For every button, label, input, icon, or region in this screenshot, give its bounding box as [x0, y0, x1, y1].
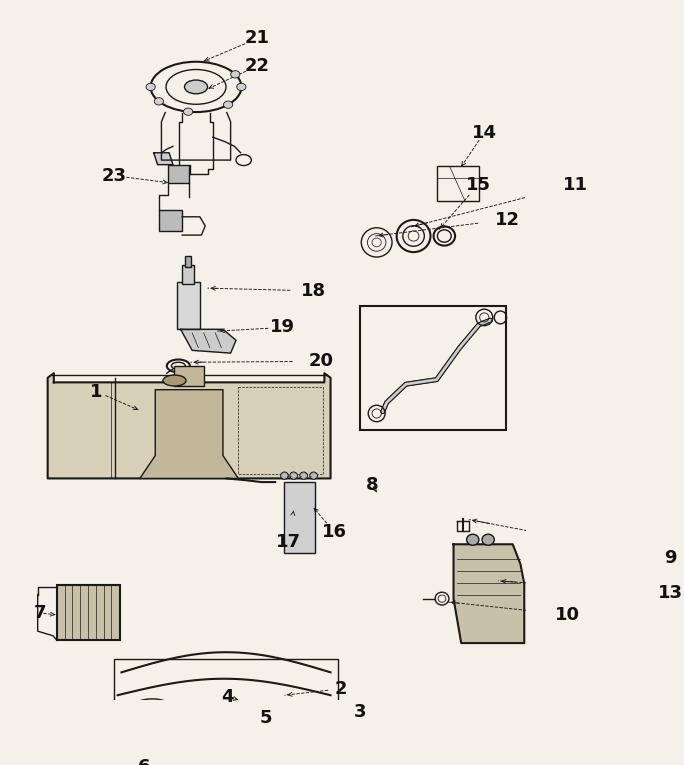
Text: 19: 19 [270, 318, 295, 337]
Bar [159, 210, 182, 230]
Text: 7: 7 [34, 604, 47, 622]
Text: 14: 14 [472, 124, 497, 142]
Text: 12: 12 [495, 210, 520, 229]
Text: 21: 21 [245, 29, 270, 47]
Text: 13: 13 [658, 584, 683, 602]
Text: 15: 15 [466, 176, 490, 194]
Ellipse shape [163, 375, 186, 386]
Bar [185, 256, 192, 267]
Text: 2: 2 [334, 680, 347, 698]
Polygon shape [453, 544, 524, 643]
Text: 9: 9 [664, 549, 676, 567]
Text: 8: 8 [366, 476, 378, 494]
Ellipse shape [155, 98, 163, 105]
Text: 23: 23 [101, 167, 127, 184]
Ellipse shape [183, 108, 193, 116]
Bar [168, 164, 189, 183]
Text: 11: 11 [562, 176, 588, 194]
Ellipse shape [300, 472, 308, 480]
Ellipse shape [290, 472, 298, 480]
Ellipse shape [231, 70, 240, 78]
Bar [114, 659, 338, 737]
Bar [124, 759, 135, 765]
Bar [174, 366, 204, 386]
Text: 18: 18 [301, 282, 326, 300]
Text: 4: 4 [222, 688, 234, 706]
Polygon shape [48, 373, 330, 478]
Text: 22: 22 [245, 57, 270, 75]
Text: 10: 10 [555, 606, 580, 623]
Ellipse shape [146, 83, 155, 90]
Polygon shape [140, 389, 238, 478]
Ellipse shape [482, 534, 495, 545]
Ellipse shape [466, 534, 479, 545]
Text: 17: 17 [276, 532, 301, 551]
Text: 20: 20 [308, 353, 334, 370]
Text: 3: 3 [354, 703, 366, 721]
Polygon shape [154, 153, 173, 164]
Bar [182, 265, 194, 284]
Text: 6: 6 [138, 757, 150, 765]
Bar [360, 307, 505, 430]
Polygon shape [181, 329, 236, 353]
Ellipse shape [237, 83, 246, 90]
Bar [176, 282, 200, 329]
Bar [285, 482, 315, 553]
Ellipse shape [224, 101, 233, 109]
Ellipse shape [310, 472, 317, 480]
Bar [57, 585, 120, 640]
Bar [436, 167, 479, 201]
Text: 5: 5 [260, 709, 272, 727]
Ellipse shape [185, 80, 207, 94]
Ellipse shape [280, 472, 288, 480]
Text: 16: 16 [322, 523, 347, 542]
Text: 1: 1 [90, 382, 103, 401]
